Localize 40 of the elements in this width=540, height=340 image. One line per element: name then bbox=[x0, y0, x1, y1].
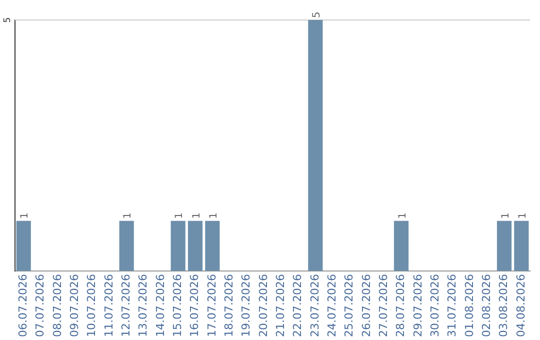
x-tick-label: 13.07.2026 bbox=[136, 274, 150, 338]
x-tick-label: 16.07.2026 bbox=[188, 274, 202, 338]
x-tick-label: 22.07.2026 bbox=[291, 274, 304, 338]
data-label: 1 bbox=[208, 212, 220, 219]
x-tick-label: 04.08.2026 bbox=[514, 274, 528, 338]
data-label: 1 bbox=[122, 212, 134, 219]
x-tick-label: 09.07.2026 bbox=[68, 274, 81, 338]
x-tick-label: 26.07.2026 bbox=[360, 274, 373, 338]
data-label: 1 bbox=[174, 212, 186, 219]
x-tick-label: 14.07.2026 bbox=[154, 274, 167, 338]
x-tick-label: 29.07.2026 bbox=[411, 274, 424, 338]
x-tick-label: 27.07.2026 bbox=[376, 274, 390, 338]
ref-line-label: 5 bbox=[2, 17, 13, 23]
data-label: 5 bbox=[311, 12, 322, 18]
x-tick-label: 10.07.2026 bbox=[85, 274, 98, 338]
data-label: 1 bbox=[397, 212, 408, 219]
x-tick-label: 06.07.2026 bbox=[16, 274, 30, 338]
x-tick-label: 23.07.2026 bbox=[308, 274, 322, 338]
x-tick-label: 11.07.2026 bbox=[102, 274, 116, 338]
x-tick-label: 28.07.2026 bbox=[394, 274, 408, 338]
x-tick-label: 25.07.2026 bbox=[342, 274, 356, 338]
x-tick-label: 15.07.2026 bbox=[170, 274, 184, 338]
x-tick-label: 19.07.2026 bbox=[240, 274, 253, 338]
data-label: 1 bbox=[517, 212, 528, 219]
x-tick-label: 17.07.2026 bbox=[205, 274, 218, 338]
x-tick-label: 07.07.2026 bbox=[34, 274, 47, 338]
x-tick-label: 21.07.2026 bbox=[274, 274, 287, 338]
data-label: 1 bbox=[191, 212, 202, 219]
x-tick-label: 30.07.2026 bbox=[428, 274, 442, 338]
x-tick-label: 02.08.2026 bbox=[480, 274, 493, 338]
x-tick-label: 03.08.2026 bbox=[497, 274, 510, 338]
x-tick-label: 20.07.2026 bbox=[256, 274, 270, 338]
x-tick-label: 12.07.2026 bbox=[119, 274, 132, 338]
x-tick-label: 24.07.2026 bbox=[325, 274, 338, 338]
x-tick-label: 01.08.2026 bbox=[462, 274, 476, 338]
x-tick-label: 18.07.2026 bbox=[222, 274, 236, 338]
data-label: 1 bbox=[20, 212, 31, 219]
x-tick-label: 31.07.2026 bbox=[446, 274, 459, 338]
data-label: 1 bbox=[500, 212, 512, 219]
x-tick-label: 08.07.2026 bbox=[50, 274, 64, 338]
